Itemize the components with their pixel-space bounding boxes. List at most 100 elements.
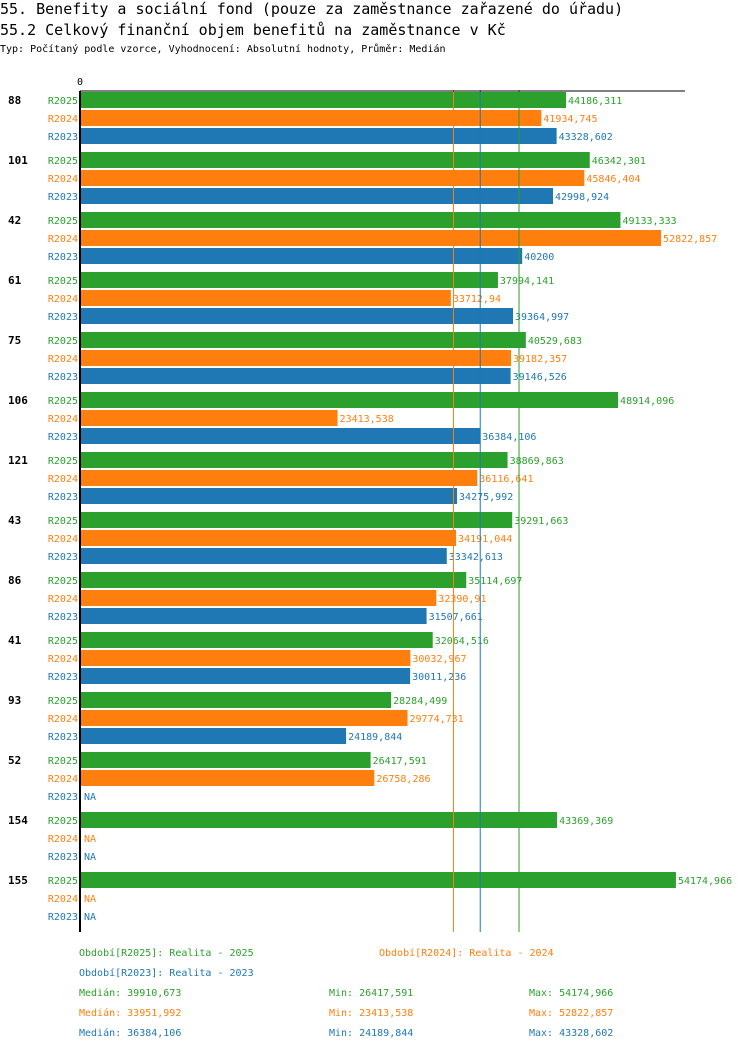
stat-min-r2025: Min: 26417,591	[329, 988, 414, 999]
data-label: 39291,663	[514, 516, 568, 527]
bar-r2025	[80, 452, 508, 468]
bar-r2023	[80, 128, 557, 144]
data-label: 38869,863	[510, 456, 564, 467]
data-label: 39364,997	[515, 312, 569, 323]
bar-r2024	[80, 350, 512, 366]
series-label: R2025	[48, 516, 78, 527]
legend-period-r2025: Období[R2025]: Realita - 2025	[79, 948, 254, 959]
bar-r2024	[80, 590, 437, 606]
axis-zero-label: 0	[77, 77, 83, 88]
na-label: NA	[84, 894, 96, 905]
data-label: 31507,661	[429, 612, 483, 623]
series-label: R2025	[48, 156, 78, 167]
data-label: 48914,096	[620, 396, 674, 407]
bar-r2024	[80, 410, 338, 426]
series-label: R2024	[48, 474, 78, 485]
bar-r2024	[80, 650, 411, 666]
legend-period-r2024: Období[R2024]: Realita - 2024	[379, 948, 554, 959]
data-label: 44186,311	[568, 96, 622, 107]
group-label: 101	[8, 154, 28, 167]
group-label: 52	[8, 754, 21, 767]
chart-info: Typ: Počítaný podle vzorce, Vyhodnocení:…	[0, 44, 446, 55]
group-label: 61	[8, 274, 22, 287]
data-label: 23413,538	[340, 414, 394, 425]
na-label: NA	[84, 852, 96, 863]
data-label: 36116,641	[479, 474, 533, 485]
group-label: 75	[8, 334, 21, 347]
data-label: 26758,286	[376, 774, 430, 785]
na-label: NA	[84, 834, 96, 845]
data-label: 37994,141	[500, 276, 554, 287]
series-label: R2024	[48, 354, 78, 365]
data-label: 39182,357	[513, 354, 567, 365]
na-label: NA	[84, 792, 96, 803]
group-label: 93	[8, 694, 21, 707]
stat-median-r2025: Medián: 39910,673	[79, 988, 182, 999]
series-label: R2024	[48, 294, 78, 305]
series-label: R2023	[48, 732, 78, 743]
data-label: 29774,731	[410, 714, 464, 725]
bar-r2024	[80, 470, 478, 486]
bar-r2023	[80, 308, 514, 324]
series-label: R2025	[48, 756, 78, 767]
legend-period-r2023: Období[R2023]: Realita - 2023	[79, 968, 254, 979]
series-label: R2025	[48, 816, 78, 827]
series-label: R2023	[48, 252, 78, 263]
bar-r2023	[80, 668, 411, 684]
bar-r2024	[80, 230, 662, 246]
series-label: R2024	[48, 414, 78, 425]
data-label: 40200	[524, 252, 554, 263]
bar-r2025	[80, 752, 371, 768]
bar-r2025	[80, 92, 567, 108]
series-label: R2025	[48, 276, 78, 287]
series-label: R2023	[48, 792, 78, 803]
stat-max-r2023: Max: 43328,602	[529, 1028, 614, 1039]
data-label: 32390,91	[438, 594, 486, 605]
series-label: R2023	[48, 432, 78, 443]
na-label: NA	[84, 912, 96, 923]
bar-r2023	[80, 488, 458, 504]
bar-r2025	[80, 152, 590, 168]
bar-r2025	[80, 572, 467, 588]
series-label: R2023	[48, 372, 78, 383]
data-label: 33712,94	[453, 294, 501, 305]
data-label: 49133,333	[622, 216, 676, 227]
bar-r2023	[80, 608, 427, 624]
data-label: 26417,591	[373, 756, 427, 767]
series-label: R2025	[48, 576, 78, 587]
bar-r2023	[80, 188, 553, 204]
chart-subtitle: 55.2 Celkový finanční objem benefitů na …	[0, 21, 506, 39]
bar-r2023	[80, 368, 511, 384]
bar-r2025	[80, 692, 392, 708]
bar-r2023	[80, 248, 523, 264]
bar-r2024	[80, 290, 451, 306]
stat-min-r2024: Min: 23413,538	[329, 1008, 414, 1019]
series-label: R2025	[48, 876, 78, 887]
series-label: R2024	[48, 834, 78, 845]
group-label: 155	[8, 874, 28, 887]
bar-r2024	[80, 110, 542, 126]
series-label: R2025	[48, 696, 78, 707]
bar-r2025	[80, 512, 513, 528]
data-label: 34191,044	[458, 534, 512, 545]
series-label: R2025	[48, 456, 78, 467]
data-label: 28284,499	[393, 696, 447, 707]
series-label: R2025	[48, 96, 78, 107]
bar-r2023	[80, 428, 481, 444]
data-label: 34275,992	[459, 492, 513, 503]
bar-r2025	[80, 872, 676, 888]
series-label: R2024	[48, 774, 78, 785]
series-label: R2025	[48, 636, 78, 647]
series-label: R2025	[48, 216, 78, 227]
group-label: 88	[8, 94, 21, 107]
group-label: 121	[8, 454, 28, 467]
stat-median-r2024: Medián: 33951,992	[79, 1008, 182, 1019]
data-label: 54174,966	[678, 876, 732, 887]
data-label: 35114,697	[468, 576, 522, 587]
bar-r2024	[80, 710, 408, 726]
stat-max-r2024: Max: 52822,857	[529, 1008, 614, 1019]
series-label: R2023	[48, 912, 78, 923]
bar-r2025	[80, 332, 526, 348]
group-label: 86	[8, 574, 22, 587]
